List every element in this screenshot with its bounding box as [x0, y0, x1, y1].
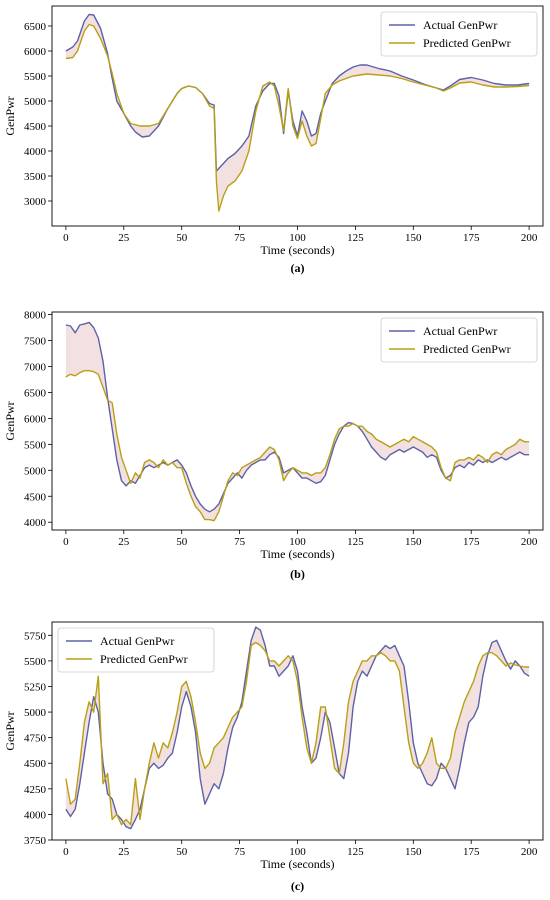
- figure-caption: (b): [290, 567, 305, 581]
- x-tick-label: 75: [234, 232, 246, 244]
- y-tick-label: 7000: [24, 362, 47, 374]
- y-tick-label: 4750: [24, 733, 47, 745]
- legend-label-predicted: Predicted GenPwr: [423, 36, 511, 50]
- y-tick-label: 5750: [24, 630, 47, 642]
- x-tick-label: 125: [347, 846, 364, 858]
- y-tick-label: 4250: [24, 784, 47, 796]
- y-tick-label: 5000: [24, 465, 47, 477]
- legend-label-predicted: Predicted GenPwr: [423, 342, 511, 356]
- legend-label-actual: Actual GenPwr: [423, 18, 497, 32]
- y-tick-label: 4500: [24, 121, 47, 133]
- y-tick-label: 5500: [24, 71, 47, 83]
- x-tick-label: 175: [463, 232, 480, 244]
- legend-label-predicted: Predicted GenPwr: [100, 652, 188, 666]
- x-tick-label: 75: [234, 536, 246, 548]
- y-tick-label: 5250: [24, 681, 47, 693]
- x-tick-label: 50: [176, 536, 188, 548]
- series-line-predicted: [65, 23, 530, 212]
- x-tick-label: 150: [405, 536, 422, 548]
- x-axis-label: Time (seconds): [261, 547, 335, 561]
- x-tick-label: 175: [463, 846, 480, 858]
- y-tick-label: 5500: [24, 656, 47, 668]
- series-line-predicted: [65, 370, 530, 522]
- y-tick-label: 3750: [24, 835, 47, 847]
- x-tick-label: 100: [289, 232, 306, 244]
- x-tick-label: 50: [176, 232, 188, 244]
- x-tick-label: 125: [347, 232, 364, 244]
- legend-label-actual: Actual GenPwr: [100, 634, 174, 648]
- legend: Actual GenPwr Predicted GenPwr: [57, 627, 215, 673]
- x-tick-label: 100: [289, 536, 306, 548]
- x-tick-label: 200: [521, 846, 538, 858]
- x-tick-label: 150: [405, 846, 422, 858]
- y-tick-label: 5500: [24, 439, 47, 451]
- chart-b: 0 25 50 75 100 125 150 175 200 4000 4500 5000 5500 60…: [3, 310, 544, 581]
- y-tick-label: 4500: [24, 491, 47, 503]
- legend-box: [57, 627, 215, 673]
- y-axis-label: GenPwr: [3, 401, 17, 440]
- x-tick-label: 200: [521, 536, 538, 548]
- x-axis-label: Time (seconds): [261, 857, 335, 871]
- y-tick-label: 4000: [24, 146, 47, 158]
- legend: Actual GenPwr Predicted GenPwr: [380, 317, 538, 363]
- figure-caption: (c): [291, 879, 304, 893]
- y-tick-label: 8000: [24, 310, 47, 322]
- legend-box: [380, 11, 538, 57]
- x-tick-label: 200: [521, 232, 538, 244]
- y-tick-label: 6000: [24, 413, 47, 425]
- x-tick-label: 25: [118, 536, 130, 548]
- y-tick-label: 5000: [24, 707, 47, 719]
- legend-label-actual: Actual GenPwr: [423, 324, 497, 338]
- legend-box: [380, 317, 538, 363]
- y-tick-label: 6500: [24, 387, 47, 399]
- y-axis-label: GenPwr: [3, 96, 17, 135]
- legend: Actual GenPwr Predicted GenPwr: [380, 11, 538, 57]
- y-axis-label: GenPwr: [3, 711, 17, 750]
- x-tick-label: 0: [63, 846, 69, 858]
- x-tick-label: 50: [176, 846, 188, 858]
- chart-c: 0 25 50 75 100 125 150 175 200 3750 4000 4250 4500 47…: [3, 621, 544, 893]
- y-tick-label: 3500: [24, 171, 47, 183]
- y-tick-label: 6500: [24, 21, 47, 33]
- x-tick-label: 25: [118, 846, 130, 858]
- y-tick-label: 7500: [24, 336, 47, 348]
- x-tick-label: 75: [234, 846, 246, 858]
- x-tick-label: 25: [118, 232, 130, 244]
- x-tick-label: 125: [347, 536, 364, 548]
- x-axis-label: Time (seconds): [261, 243, 335, 257]
- y-tick-label: 3000: [24, 196, 47, 208]
- x-tick-label: 150: [405, 232, 422, 244]
- series-line-predicted: [65, 641, 530, 826]
- x-tick-label: 0: [63, 232, 69, 244]
- x-tick-label: 0: [63, 536, 69, 548]
- y-tick-label: 4500: [24, 758, 47, 770]
- y-tick-label: 4000: [24, 809, 47, 821]
- x-tick-label: 100: [289, 846, 306, 858]
- error-band: [65, 627, 530, 829]
- y-tick-label: 5000: [24, 96, 47, 108]
- y-tick-label: 6000: [24, 46, 47, 58]
- chart-a: 0 25 50 75 100 125 150 175 200 3000 3500 4000 4500 50…: [3, 5, 544, 275]
- figure-caption: (a): [291, 261, 305, 275]
- y-tick-label: 4000: [24, 517, 47, 529]
- x-tick-label: 175: [463, 536, 480, 548]
